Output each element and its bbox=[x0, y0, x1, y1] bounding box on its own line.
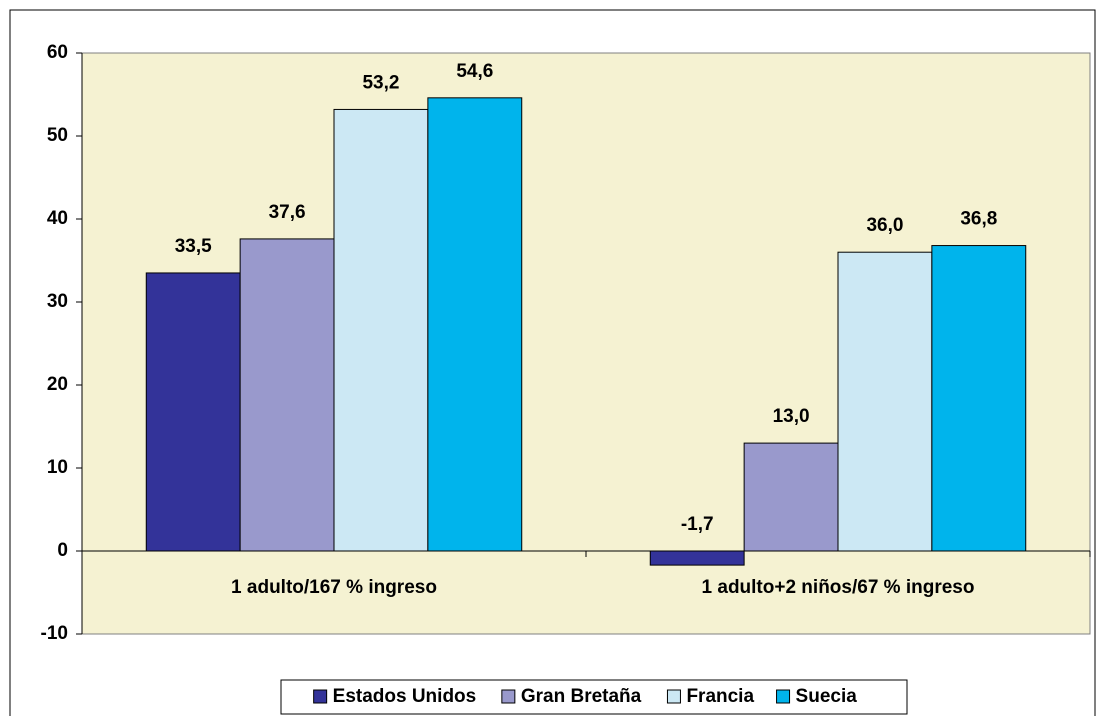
bar bbox=[145, 272, 241, 552]
y-tick-label: 50 bbox=[47, 125, 68, 146]
legend-label: Suecia bbox=[796, 686, 858, 707]
x-tick-label: 1 adulto+2 niños/67 % ingreso bbox=[702, 577, 975, 598]
value-label: 36,8 bbox=[960, 209, 997, 230]
bar bbox=[743, 442, 839, 552]
legend-label: Gran Bretaña bbox=[521, 686, 642, 707]
legend-swatch bbox=[776, 689, 791, 704]
bar bbox=[931, 245, 1027, 552]
y-tick-label: 10 bbox=[47, 457, 68, 478]
bar bbox=[239, 238, 335, 552]
legend-swatch bbox=[313, 689, 328, 704]
bar bbox=[427, 97, 523, 552]
value-label: 36,0 bbox=[866, 215, 903, 236]
value-label: 37,6 bbox=[269, 202, 306, 223]
bar bbox=[649, 550, 745, 566]
legend-swatch bbox=[501, 689, 516, 704]
y-tick-label: 40 bbox=[47, 208, 68, 229]
legend-label: Estados Unidos bbox=[333, 686, 477, 707]
y-tick-label: 60 bbox=[47, 42, 68, 63]
y-tick-label: 30 bbox=[47, 291, 68, 312]
value-label: -1,7 bbox=[681, 514, 714, 535]
bar bbox=[333, 108, 429, 552]
value-label: 13,0 bbox=[773, 406, 810, 427]
value-label: 54,6 bbox=[456, 61, 493, 82]
x-tick-label: 1 adulto/167 % ingreso bbox=[231, 577, 437, 598]
bar bbox=[837, 251, 933, 552]
value-label: 33,5 bbox=[175, 236, 212, 257]
value-label: 53,2 bbox=[362, 72, 399, 93]
legend-swatch bbox=[666, 689, 681, 704]
legend-label: Francia bbox=[686, 686, 754, 707]
y-tick-label: -10 bbox=[41, 623, 68, 644]
legend-box bbox=[280, 679, 908, 715]
y-tick-label: 0 bbox=[57, 540, 68, 561]
y-tick-label: 20 bbox=[47, 374, 68, 395]
